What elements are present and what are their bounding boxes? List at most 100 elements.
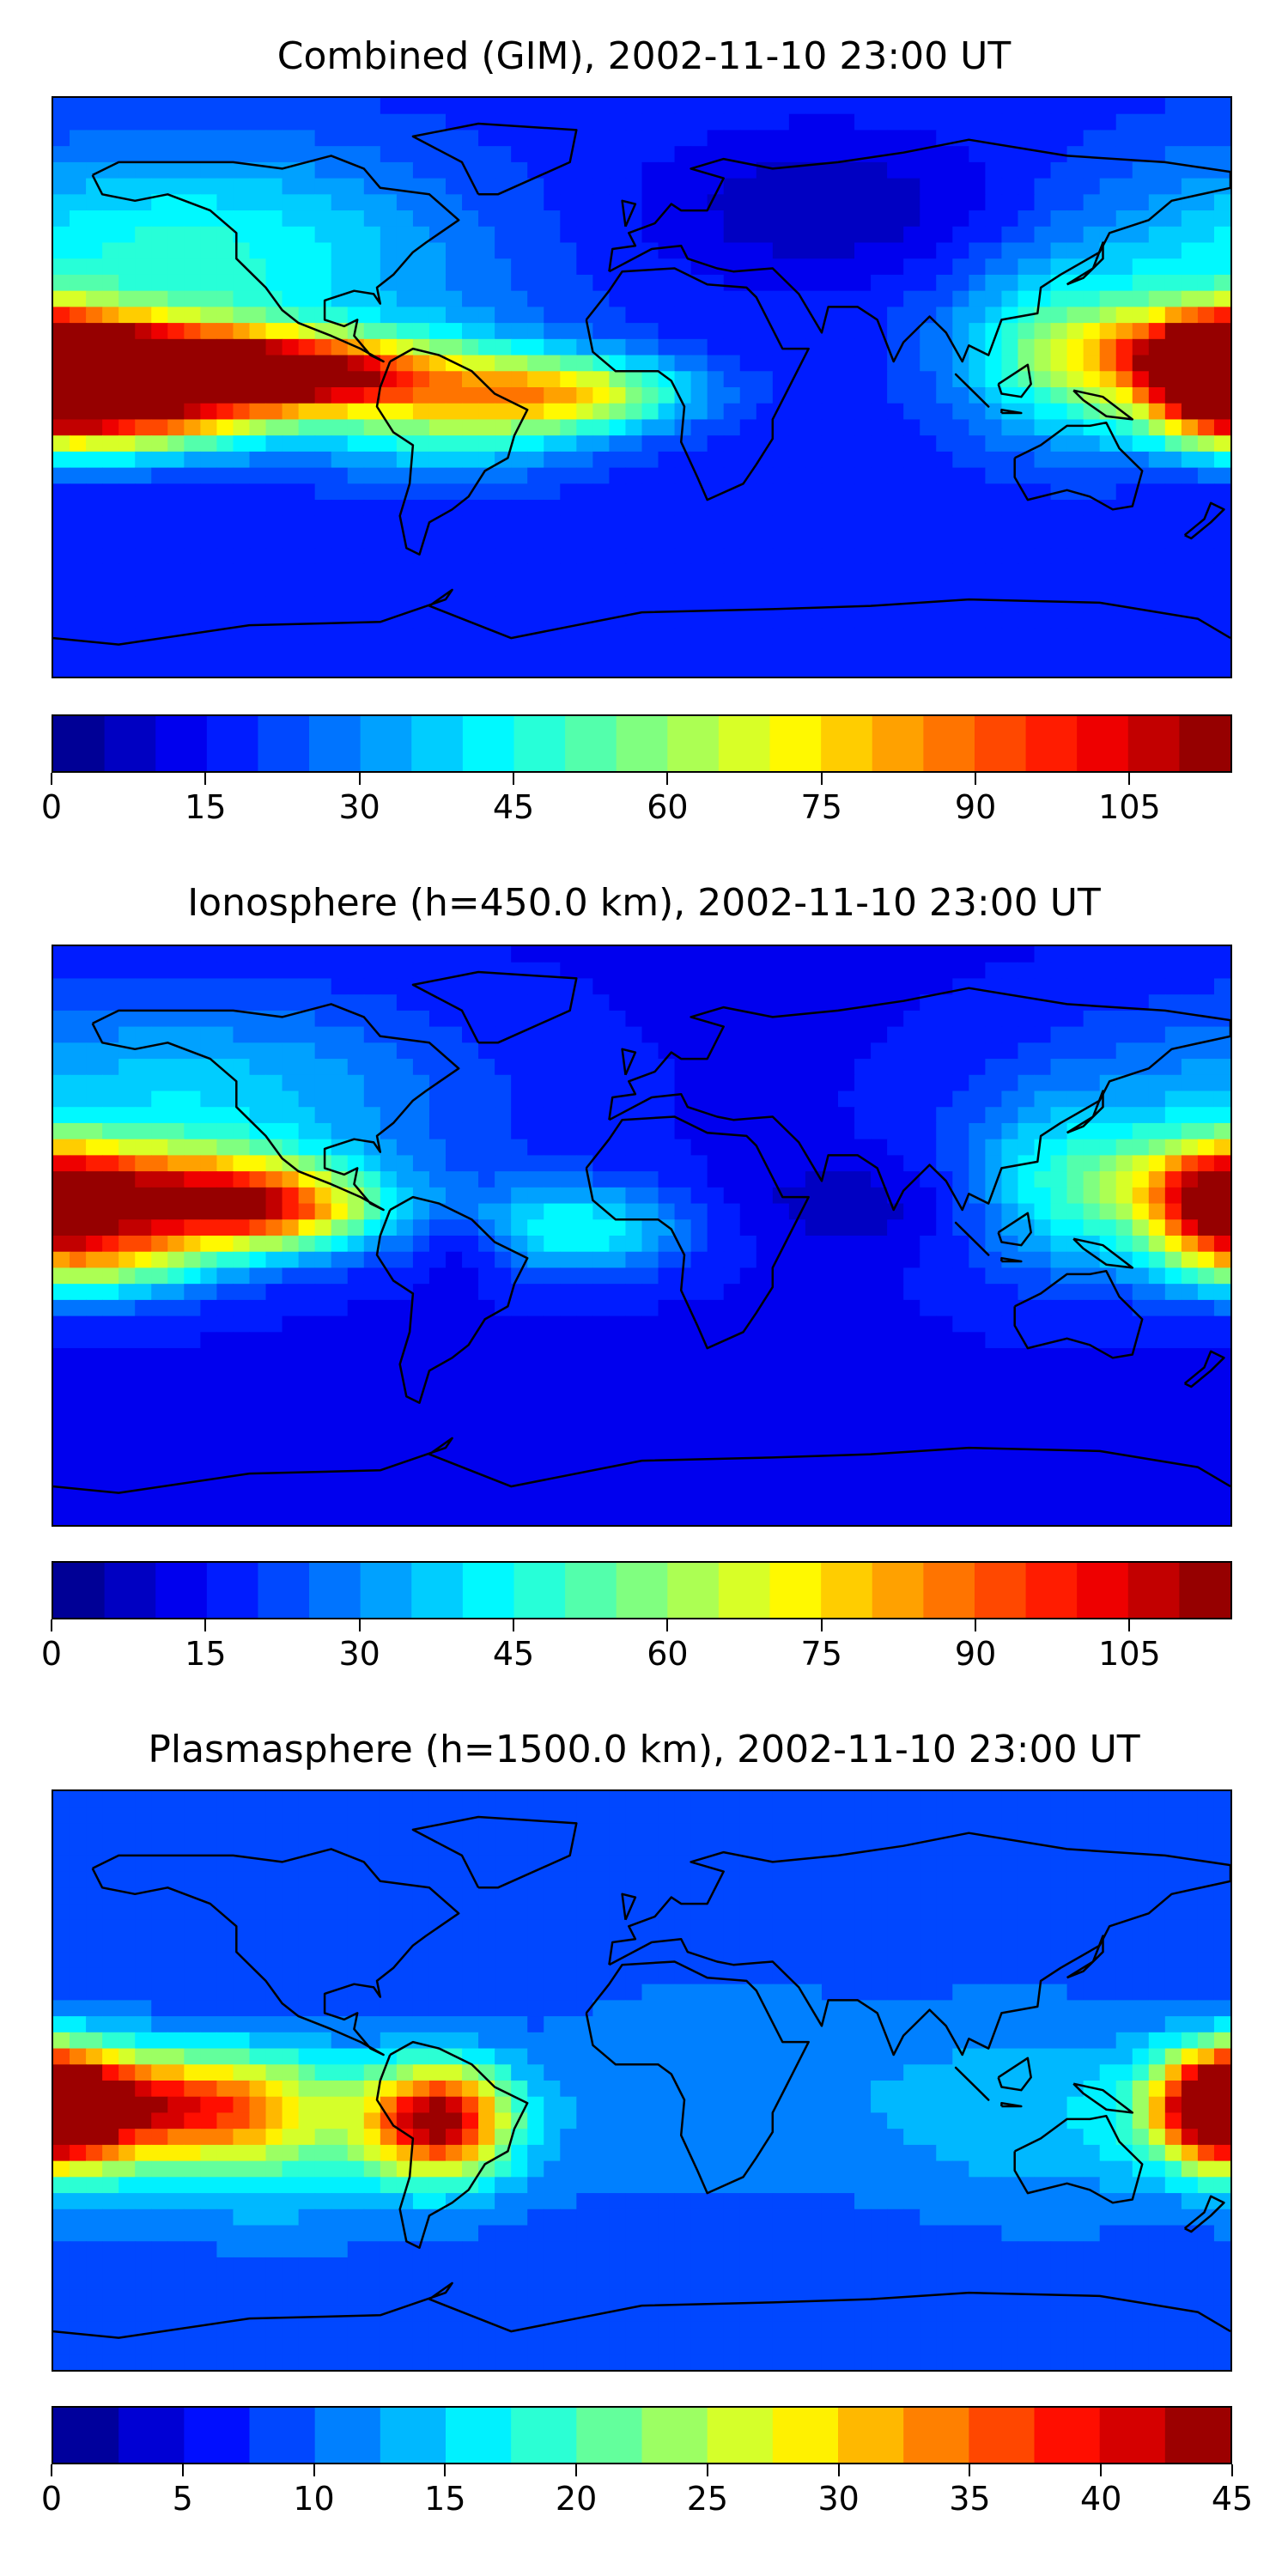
heatmap-cell <box>1018 1332 1036 1349</box>
heatmap-cell <box>1164 210 1182 228</box>
heatmap-cell <box>495 467 512 484</box>
heatmap-cell <box>527 515 544 533</box>
heatmap-cell <box>1034 1412 1052 1430</box>
heatmap-cell <box>609 1074 627 1092</box>
heatmap-cell <box>592 1348 611 1365</box>
heatmap-cell <box>331 226 349 244</box>
heatmap-cell <box>739 194 757 211</box>
heatmap-cell <box>936 210 953 228</box>
heatmap-cell <box>838 1107 855 1124</box>
heatmap-cell <box>707 1236 725 1253</box>
heatmap-cell <box>674 1396 692 1413</box>
heatmap-cell <box>723 1428 741 1445</box>
heatmap-cell <box>544 1284 561 1301</box>
heatmap-cell <box>887 194 904 211</box>
heatmap-cell <box>609 98 627 115</box>
heatmap-cell <box>1115 1444 1133 1461</box>
heatmap-cell <box>412 1203 430 1220</box>
heatmap-cell <box>838 355 855 372</box>
heatmap-cell <box>1213 113 1230 131</box>
heatmap-cell <box>1132 1348 1150 1365</box>
heatmap-cell <box>70 1219 87 1236</box>
heatmap-cell <box>609 1412 627 1430</box>
heatmap-cell <box>871 1139 888 1156</box>
heatmap-cell <box>282 1412 300 1430</box>
heatmap-cell <box>805 1171 823 1188</box>
heatmap-cell <box>265 451 283 469</box>
heatmap-cell <box>821 1074 839 1092</box>
heatmap-cell <box>772 1091 790 1108</box>
heatmap-cell <box>1164 338 1182 356</box>
heatmap-cell <box>871 1428 888 1445</box>
heatmap-cell <box>511 1236 528 1253</box>
heatmap-cell <box>625 1428 643 1445</box>
heatmap-cell <box>821 338 839 356</box>
heatmap-cell <box>871 1332 888 1349</box>
heatmap-cell <box>1083 338 1101 356</box>
heatmap-cell <box>363 1284 381 1301</box>
heatmap-cell <box>118 419 136 436</box>
heatmap-cell <box>396 161 414 179</box>
heatmap-cell <box>838 1364 855 1382</box>
heatmap-cell <box>347 451 365 469</box>
heatmap-cell <box>1018 644 1036 661</box>
heatmap-cell <box>985 1251 1003 1269</box>
heatmap-cell <box>1115 1364 1133 1382</box>
heatmap-cell <box>478 660 495 677</box>
heatmap-cell <box>396 644 414 661</box>
heatmap-cell <box>920 1315 937 1333</box>
heatmap-cell <box>1148 355 1166 372</box>
heatmap-cell <box>511 660 528 677</box>
heatmap-cell <box>331 962 349 980</box>
heatmap-cell <box>249 548 267 565</box>
heatmap-cell <box>658 1187 676 1205</box>
heatmap-cell <box>118 644 136 661</box>
heatmap-cell <box>903 548 920 565</box>
heatmap-cell <box>871 962 888 980</box>
heatmap-cell <box>805 1091 823 1108</box>
heatmap-cell <box>985 644 1003 661</box>
heatmap-cell <box>1115 178 1133 195</box>
heatmap-cell <box>871 98 888 115</box>
heatmap-cell <box>952 1010 969 1028</box>
heatmap-cell <box>936 500 953 517</box>
heatmap-cell <box>396 563 414 581</box>
heatmap-cell <box>1001 1284 1019 1301</box>
heatmap-cell <box>396 419 414 436</box>
heatmap-cell <box>53 1042 70 1060</box>
heatmap-cell <box>298 1010 316 1028</box>
heatmap-cell <box>756 978 774 995</box>
heatmap-cell <box>690 1267 708 1285</box>
heatmap-cell <box>314 387 332 404</box>
heatmap-cell <box>314 258 332 276</box>
heatmap-cell <box>1115 563 1133 581</box>
heatmap-cell <box>739 1364 757 1382</box>
heatmap-cell <box>86 483 103 501</box>
heatmap-cell <box>887 226 904 244</box>
heatmap-cell <box>184 1203 201 1220</box>
heatmap-cell <box>854 1026 872 1043</box>
heatmap-cell <box>1083 98 1101 115</box>
heatmap-cell <box>118 451 136 469</box>
heatmap-cell <box>1034 1171 1052 1188</box>
heatmap-cell <box>969 1348 986 1365</box>
heatmap-cell <box>805 1299 823 1317</box>
heatmap-cell <box>495 274 512 292</box>
heatmap-cell <box>380 1236 398 1253</box>
heatmap-cell <box>739 338 757 356</box>
heatmap-cell <box>347 1203 365 1220</box>
heatmap-cell <box>1050 1059 1068 1076</box>
heatmap-cell <box>1050 1219 1068 1236</box>
heatmap-cell <box>1066 1428 1084 1445</box>
heatmap-cell <box>298 1299 316 1317</box>
heatmap-cell <box>576 419 593 436</box>
heatmap-cell <box>805 1236 823 1253</box>
heatmap-cell <box>969 178 986 195</box>
heatmap-cell <box>887 210 904 228</box>
heatmap-cell <box>1066 387 1084 404</box>
heatmap-cell <box>625 1332 643 1349</box>
heatmap-cell <box>1050 1187 1068 1205</box>
heatmap-cell <box>854 1364 872 1382</box>
heatmap-cell <box>1115 1187 1133 1205</box>
heatmap-cell <box>1213 1171 1230 1188</box>
